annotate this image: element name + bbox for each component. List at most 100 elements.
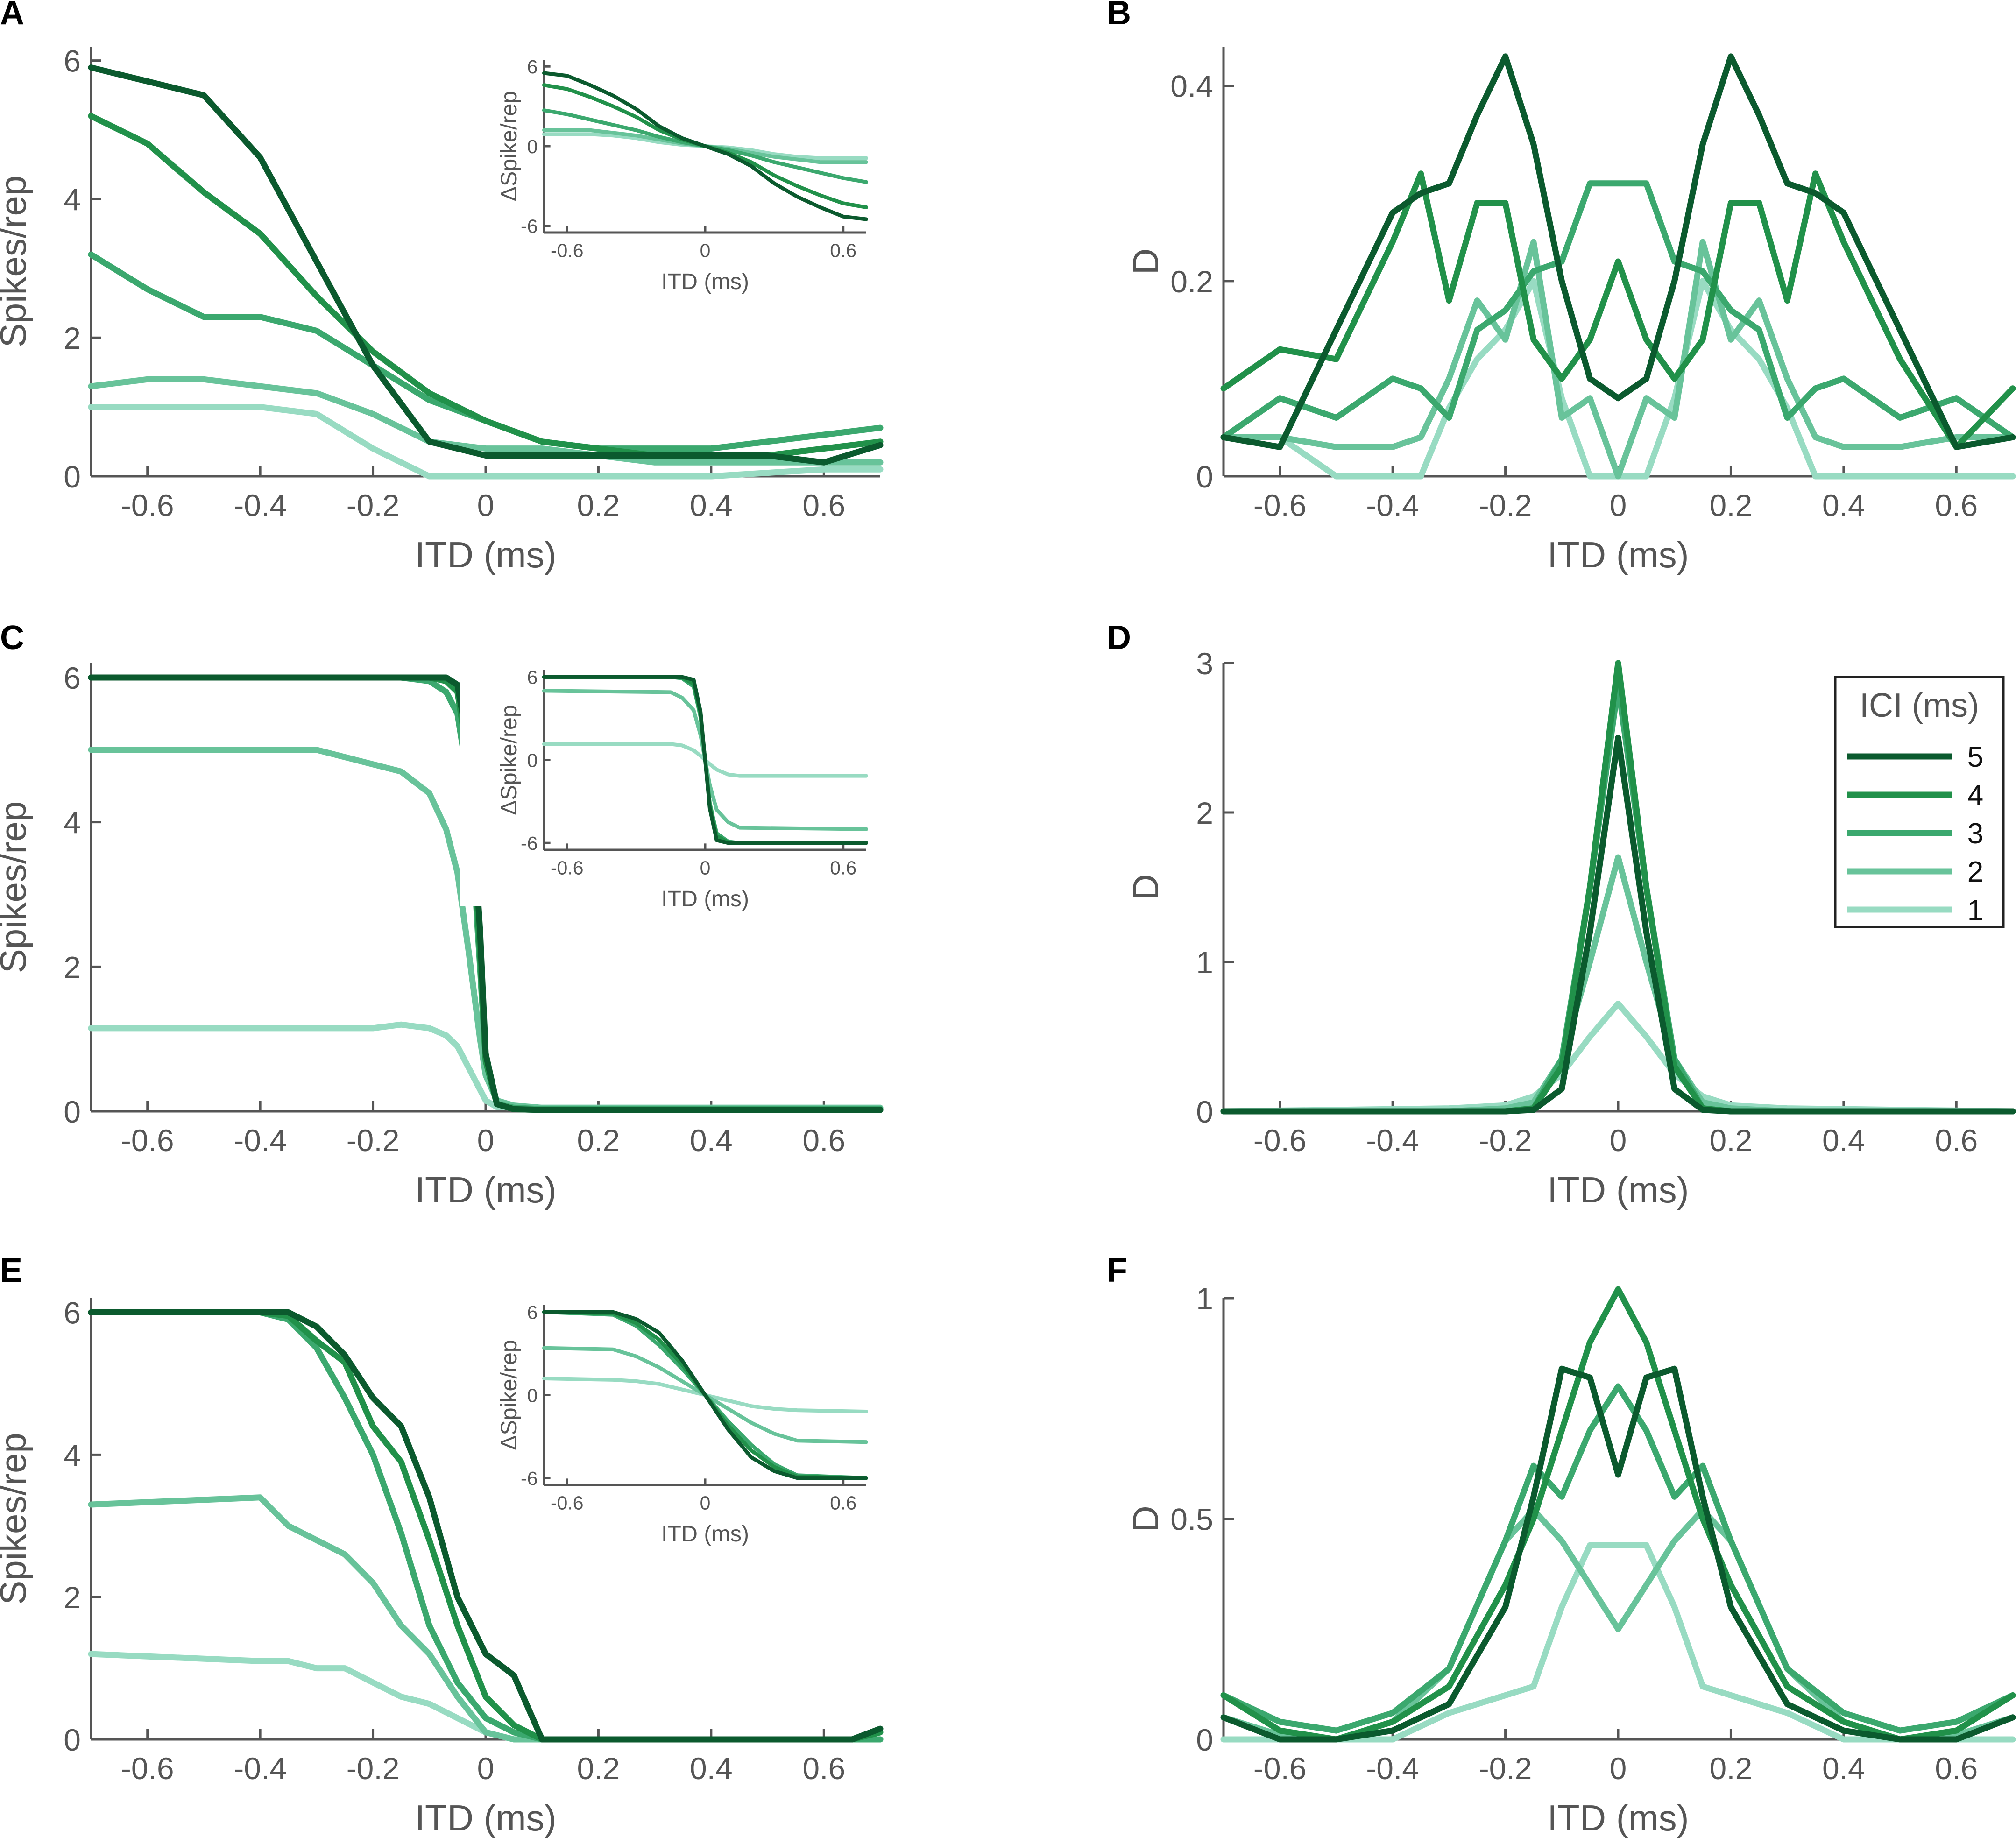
y-tick-label: 0 <box>64 1095 81 1129</box>
y-tick-label: 6 <box>64 44 81 78</box>
inset-y-tick-label: 0 <box>527 136 538 157</box>
y-tick-label: 3 <box>1196 646 1213 681</box>
inset-y-axis-label: ΔSpike/rep <box>496 705 522 815</box>
inset-x-axis-label: ITD (ms) <box>661 886 749 911</box>
panel-letter: B <box>1107 0 1131 32</box>
x-tick-label: 0.4 <box>690 1123 733 1158</box>
x-tick-label: 0.6 <box>1935 1123 1978 1158</box>
panel-e: E -0.6 -0.4 -0.2 0 0.2 0.4 0.6 0 2 4 6 ITD (ms) Spike… <box>0 1252 884 1838</box>
x-tick-label: -0.2 <box>347 488 400 523</box>
inset-x-tick-label: -0.6 <box>551 1492 584 1514</box>
y-tick-label: 0 <box>1196 1723 1213 1757</box>
inset-plot: -0.6 0 0.6 -6 0 6 ITD (ms) ΔSpike/rep <box>460 41 880 294</box>
x-tick-label: -0.2 <box>1479 1123 1532 1158</box>
legend-label-ici-2: 2 <box>1967 856 1983 888</box>
series-line-ici-1 <box>1220 1542 2016 1743</box>
series-line-ici-2 <box>1220 239 2016 480</box>
x-tick-label: 0.2 <box>577 1123 620 1158</box>
x-tick-label: 0.6 <box>1935 1751 1978 1786</box>
inset-x-tick-label: 0 <box>700 240 711 261</box>
y-axis-label: Spikes/rep <box>0 176 34 348</box>
inset-x-tick-label: -0.6 <box>551 857 584 879</box>
panel-c: C -0.6 -0.4 -0.2 0 0.2 0.4 0.6 0 2 4 6 ITD (ms) Spike… <box>0 619 884 1210</box>
legend: ICI (ms) 5 4 3 2 1 <box>1834 676 2005 928</box>
legend-box <box>1834 676 2005 928</box>
y-tick-label: 4 <box>64 1438 81 1472</box>
y-axis-label: D <box>1125 1505 1166 1532</box>
x-tick-label: 0.2 <box>577 1751 620 1786</box>
inset-background <box>460 651 880 906</box>
series-line-ici-4 <box>1220 1286 2016 1743</box>
x-tick-label: -0.4 <box>1366 1751 1419 1786</box>
x-tick-label: 0.4 <box>690 1751 733 1786</box>
inset-plot: -0.6 0 0.6 -6 0 6 ITD (ms) ΔSpike/rep <box>460 651 880 911</box>
inset-y-tick-label: -6 <box>521 1468 538 1489</box>
panel-f: F -0.6 -0.4 -0.2 0 0.2 0.4 0.6 0 0.5 1 ITD (ms) D <box>1107 1252 2016 1838</box>
y-tick-label: 0.4 <box>1170 69 1213 104</box>
panel-b: B -0.6 -0.4 -0.2 0 0.2 0.4 0.6 0 0.2 0.4 ITD (ms) D <box>1107 0 2016 575</box>
legend-label-ici-4: 4 <box>1967 779 1983 812</box>
y-tick-label: 6 <box>64 661 81 695</box>
y-tick-label: 2 <box>64 321 81 355</box>
y-tick-label: 4 <box>64 805 81 840</box>
y-axis-label: D <box>1125 874 1166 900</box>
x-tick-label: 0.4 <box>690 488 733 523</box>
x-axis-label: ITD (ms) <box>415 1797 556 1838</box>
series-line-ici-1 <box>88 404 884 480</box>
x-tick-label: -0.4 <box>233 1751 287 1786</box>
series-line-ici-3 <box>1220 180 2016 440</box>
x-axis-label: ITD (ms) <box>415 1169 556 1210</box>
x-axis-label: ITD (ms) <box>1547 534 1689 575</box>
x-tick-label: 0.6 <box>802 488 845 523</box>
inset-y-tick-label: -6 <box>521 833 538 854</box>
x-tick-label: 0 <box>1610 488 1627 523</box>
panel-letter: A <box>0 0 24 32</box>
inset-x-axis-label: ITD (ms) <box>661 1521 749 1547</box>
y-tick-label: 2 <box>64 1580 81 1615</box>
x-axis-label: ITD (ms) <box>1547 1797 1689 1838</box>
y-tick-label: 0 <box>64 459 81 494</box>
legend-label-ici-3: 3 <box>1967 818 1983 850</box>
panel-letter: D <box>1107 619 1131 657</box>
inset-background <box>460 1286 880 1541</box>
panel-letter: C <box>0 619 24 657</box>
series-line-ici-5 <box>1220 53 2016 450</box>
inset-x-tick-label: 0 <box>700 1492 711 1514</box>
series-line-ici-5 <box>1220 735 2016 1115</box>
inset-y-tick-label: 6 <box>527 667 538 688</box>
legend-title: ICI (ms) <box>1860 687 1979 724</box>
x-tick-label: -0.6 <box>121 488 174 523</box>
x-tick-label: 0.2 <box>1710 488 1753 523</box>
x-axis-label: ITD (ms) <box>1547 1169 1689 1210</box>
inset-y-tick-label: 0 <box>527 749 538 771</box>
inset-plot: -0.6 0 0.6 -6 0 6 ITD (ms) ΔSpike/rep <box>460 1286 880 1547</box>
x-tick-label: -0.6 <box>1253 1123 1307 1158</box>
panel-d: D -0.6 -0.4 -0.2 0 0.2 0.4 0.6 0 1 2 3 ITD (ms) D ICI … <box>1107 619 2016 1210</box>
x-tick-label: 0 <box>1610 1751 1627 1786</box>
y-tick-label: 0 <box>1196 1095 1213 1129</box>
inset-x-axis-label: ITD (ms) <box>661 269 749 294</box>
inset-y-tick-label: 0 <box>527 1385 538 1406</box>
legend-label-ici-1: 1 <box>1967 894 1983 926</box>
x-tick-label: 0.2 <box>1710 1123 1753 1158</box>
x-tick-label: -0.4 <box>1366 1123 1419 1158</box>
inset-x-tick-label: 0 <box>700 857 711 879</box>
y-tick-label: 0.5 <box>1170 1502 1213 1537</box>
inset-series-line-ici-5 <box>542 1310 869 1480</box>
x-tick-label: 0.4 <box>1822 1751 1865 1786</box>
inset-background <box>460 41 880 289</box>
x-tick-label: 0.4 <box>1822 1123 1865 1158</box>
x-tick-label: 0.4 <box>1822 488 1865 523</box>
x-tick-label: 0 <box>477 1123 495 1158</box>
x-tick-label: -0.6 <box>1253 1751 1307 1786</box>
y-tick-label: 1 <box>1196 1281 1213 1316</box>
y-tick-label: 0 <box>1196 459 1213 494</box>
inset-y-axis-label: ΔSpike/rep <box>496 1340 522 1450</box>
y-tick-label: 2 <box>64 950 81 984</box>
inset-y-tick-label: 6 <box>527 56 538 78</box>
series-line-ici-2 <box>88 376 884 466</box>
inset-y-tick-label: -6 <box>521 216 538 237</box>
x-tick-label: -0.6 <box>121 1123 174 1158</box>
series-line-ici-1 <box>1220 1001 2016 1115</box>
